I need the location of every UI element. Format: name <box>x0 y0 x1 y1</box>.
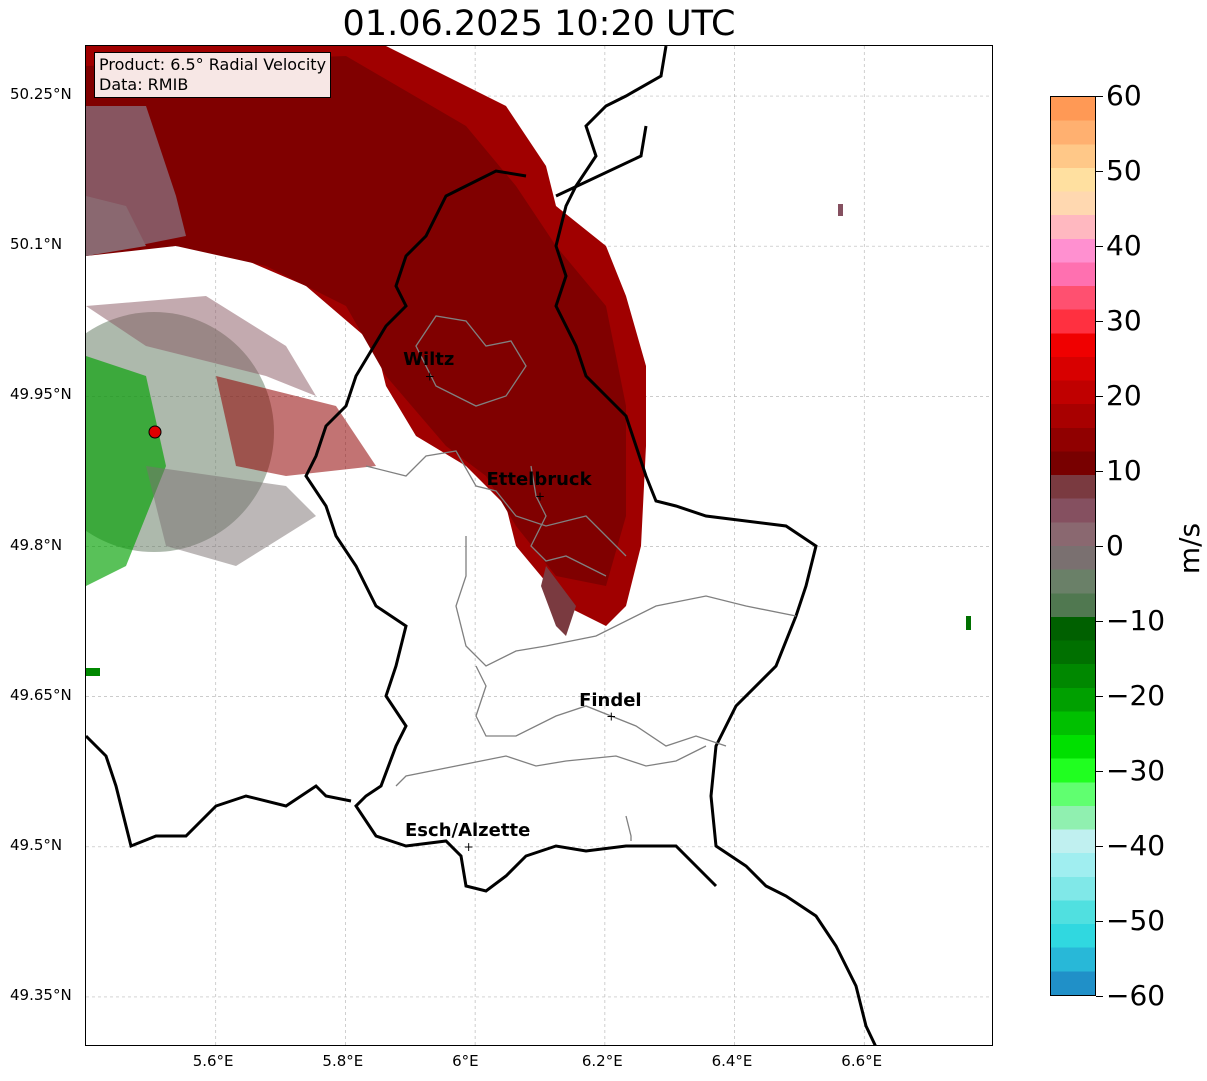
colorbar-tick-mark <box>1096 996 1103 997</box>
colorbar-tick-mark <box>1096 471 1103 472</box>
echo-radar-south <box>146 466 316 566</box>
lon-tick-label: 6°E <box>452 1052 479 1070</box>
colorbar-tick-mark <box>1096 246 1103 247</box>
colorbar-tick-label: −10 <box>1106 604 1166 637</box>
city-marker: + <box>606 710 616 724</box>
colorbar-tick-label: −50 <box>1106 904 1166 937</box>
canton-south <box>395 745 707 787</box>
radar-map: + + + + <box>85 45 993 1046</box>
lat-tick-label: 49.35°N <box>10 985 72 1004</box>
colorbar-tick-mark <box>1096 771 1103 772</box>
city-label: Findel <box>579 689 642 711</box>
lat-tick-label: 49.95°N <box>10 385 72 404</box>
canton-center-south <box>475 665 727 747</box>
lon-tick-label: 6.6°E <box>841 1052 883 1070</box>
canton-south-line <box>625 815 632 841</box>
echo-fringe-south <box>541 566 576 636</box>
border-west-belgium <box>86 734 352 849</box>
echo-outbound-core <box>86 56 626 586</box>
colorbar-tick-label: 30 <box>1106 304 1142 337</box>
lat-tick-label: 49.5°N <box>10 835 63 854</box>
canton-center <box>455 536 797 667</box>
colorbar-unit: m/s <box>1173 522 1207 575</box>
lon-tick-label: 5.6°E <box>192 1052 234 1070</box>
product-label: Product: 6.5° Radial Velocity <box>99 55 327 74</box>
lat-tick-label: 49.8°N <box>10 535 63 554</box>
colorbar-tick-mark <box>1096 546 1103 547</box>
echo-zero-gray <box>86 196 146 256</box>
echo-inbound-west <box>86 356 166 586</box>
colorbar-tick-label: −60 <box>1106 979 1166 1012</box>
colorbar-tick-label: 50 <box>1106 154 1142 187</box>
canton-east <box>530 465 607 577</box>
echo-isolated-west <box>86 668 100 676</box>
lon-tick-label: 6.4°E <box>711 1052 753 1070</box>
colorbar-tick-label: 60 <box>1106 79 1142 112</box>
colorbar-tick-label: 20 <box>1106 379 1142 412</box>
city-marker: + <box>425 369 435 383</box>
colorbar-tick-label: −20 <box>1106 679 1166 712</box>
colorbar-tick-label: −40 <box>1106 829 1166 862</box>
colorbar-tick-label: 10 <box>1106 454 1142 487</box>
lon-tick-label: 5.8°E <box>322 1052 364 1070</box>
colorbar-tick-mark <box>1096 696 1103 697</box>
echo-radar-north <box>86 296 316 396</box>
colorbar-tick-mark <box>1096 396 1103 397</box>
border-north-west <box>304 169 718 893</box>
colorbar-tick-label: 0 <box>1106 529 1124 562</box>
city-label: Esch/Alzette <box>405 819 531 841</box>
colorbar-tick-mark <box>1096 171 1103 172</box>
echo-radar-east <box>216 376 376 476</box>
colorbar-tick-mark <box>1096 846 1103 847</box>
colorbar-tick-mark <box>1096 921 1103 922</box>
city-label: Wiltz <box>403 349 455 371</box>
city-marker: + <box>464 840 474 854</box>
colorbar-tick-mark <box>1096 96 1103 97</box>
lat-tick-label: 49.65°N <box>10 685 72 704</box>
lat-tick-label: 50.1°N <box>10 235 63 254</box>
lon-tick-label: 6.2°E <box>581 1052 623 1070</box>
city-label: Ettelbruck <box>486 469 592 491</box>
velocity-echoes <box>86 46 971 676</box>
city-markers: + + + + <box>425 369 617 853</box>
velocity-colorbar <box>1050 96 1096 996</box>
map-title: 01.06.2025 10:20 UTC <box>342 4 736 44</box>
echo-isolated-ne <box>838 204 843 216</box>
colorbar-tick-label: −30 <box>1106 754 1166 787</box>
product-info-box: Product: 6.5° Radial Velocity Data: RMIB <box>94 52 332 98</box>
radar-site-marker <box>148 425 162 439</box>
colorbar-tick-mark <box>1096 321 1103 322</box>
city-marker: + <box>535 489 545 503</box>
lat-tick-label: 50.25°N <box>10 85 72 104</box>
country-borders <box>86 46 877 1045</box>
canton-north <box>415 315 527 407</box>
map-canvas: + + + + <box>86 46 992 1045</box>
echo-isolated-east <box>966 616 971 630</box>
canton-wiltz-south <box>365 450 627 557</box>
colorbar-tick-label: 40 <box>1106 229 1142 262</box>
colorbar-tick-mark <box>1096 621 1103 622</box>
data-source-label: Data: RMIB <box>99 75 189 94</box>
border-east-river <box>555 125 648 198</box>
canton-borders <box>365 315 797 841</box>
